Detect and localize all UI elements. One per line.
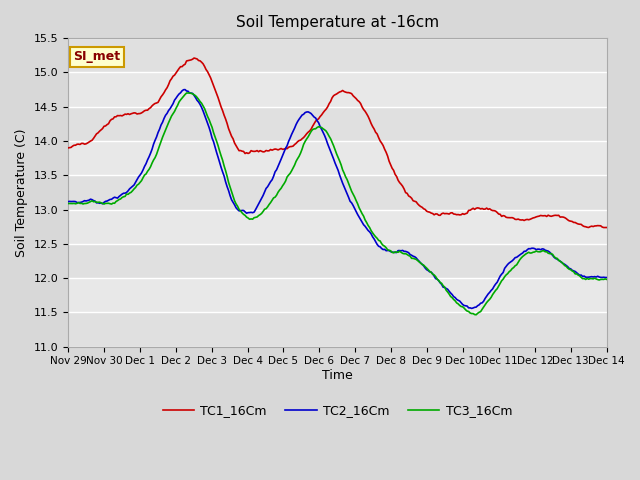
TC1_16Cm [226, 130, 234, 135]
Line: TC3_16Cm: TC3_16Cm [68, 93, 607, 315]
TC2_16Cm [603, 275, 611, 280]
Bar [68, 175, 607, 210]
TC1_16Cm [603, 225, 611, 230]
TC2_16Cm [181, 87, 189, 93]
TC1_16Cm [253, 148, 261, 154]
Bar [68, 244, 607, 278]
TC3_16Cm [603, 276, 611, 282]
Bar [68, 72, 607, 107]
Bar [68, 210, 607, 244]
TC2_16Cm [130, 182, 138, 188]
TC2_16Cm [301, 110, 309, 116]
TC3_16Cm [472, 312, 480, 318]
TC1_16Cm [64, 145, 72, 151]
Text: SI_met: SI_met [74, 50, 120, 63]
X-axis label: Time: Time [322, 369, 353, 382]
TC3_16Cm [244, 215, 252, 221]
TC2_16Cm [64, 199, 72, 204]
TC3_16Cm [226, 184, 234, 190]
TC2_16Cm [244, 210, 252, 216]
Line: TC2_16Cm: TC2_16Cm [68, 90, 607, 309]
Bar [68, 107, 607, 141]
Bar [68, 312, 607, 347]
TC3_16Cm [301, 139, 309, 144]
TC1_16Cm [244, 151, 252, 156]
Bar [68, 278, 607, 312]
TC2_16Cm [226, 193, 234, 199]
TC3_16Cm [130, 186, 138, 192]
TC1_16Cm [574, 221, 582, 227]
TC1_16Cm [130, 110, 138, 116]
TC3_16Cm [253, 214, 261, 220]
Title: Soil Temperature at -16cm: Soil Temperature at -16cm [236, 15, 439, 30]
TC3_16Cm [576, 273, 584, 279]
TC2_16Cm [253, 204, 261, 210]
TC1_16Cm [301, 133, 309, 139]
TC3_16Cm [64, 201, 72, 206]
Bar [68, 141, 607, 175]
Legend: TC1_16Cm, TC2_16Cm, TC3_16Cm: TC1_16Cm, TC2_16Cm, TC3_16Cm [157, 399, 517, 422]
TC2_16Cm [468, 306, 476, 312]
Line: TC1_16Cm: TC1_16Cm [68, 58, 607, 228]
Bar [68, 38, 607, 72]
TC1_16Cm [190, 55, 198, 61]
TC2_16Cm [576, 273, 584, 278]
TC3_16Cm [186, 90, 193, 96]
TC1_16Cm [600, 225, 607, 230]
Y-axis label: Soil Temperature (C): Soil Temperature (C) [15, 128, 28, 257]
